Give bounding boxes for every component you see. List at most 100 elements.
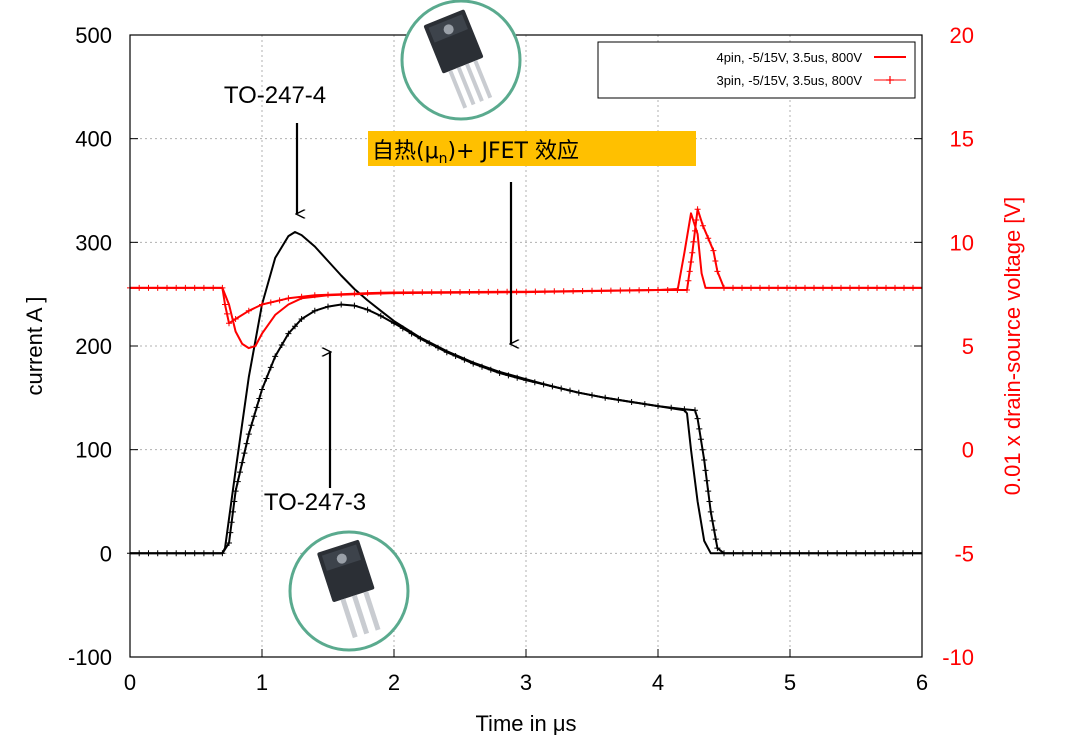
marker-plus bbox=[674, 287, 681, 293]
y2-tick-label-15: 15 bbox=[950, 127, 974, 152]
marker-plus bbox=[843, 550, 850, 557]
marker-plus bbox=[730, 550, 737, 557]
x-tick-label-1: 1 bbox=[256, 670, 268, 695]
marker-plus bbox=[853, 550, 859, 557]
marker-plus bbox=[351, 290, 358, 297]
current-3pin-line-markers bbox=[127, 301, 916, 557]
marker-plus bbox=[694, 415, 701, 422]
y-axis-right-title: 0.01 x drain-source voltage [V] bbox=[1000, 197, 1025, 495]
marker-plus bbox=[399, 325, 406, 332]
label-to-247-3: TO-247-3 bbox=[264, 489, 366, 516]
marker-plus bbox=[706, 498, 713, 505]
marker-plus bbox=[228, 519, 235, 526]
marker-plus bbox=[232, 488, 239, 495]
marker-plus bbox=[757, 284, 763, 291]
marker-plus bbox=[237, 469, 243, 476]
x-tick-label-6: 6 bbox=[916, 670, 928, 695]
marker-plus bbox=[690, 238, 697, 245]
marker-plus bbox=[602, 394, 609, 401]
package-body-bottom bbox=[317, 539, 381, 639]
marker-plus bbox=[551, 288, 558, 295]
marker-plus bbox=[693, 217, 700, 223]
marker-plus bbox=[409, 289, 416, 296]
marker-plus bbox=[549, 383, 556, 390]
marker-plus bbox=[655, 403, 661, 410]
marker-plus bbox=[200, 550, 207, 557]
marker-plus bbox=[164, 284, 170, 291]
marker-plus bbox=[766, 284, 772, 291]
marker-plus bbox=[461, 356, 468, 363]
marker-plus bbox=[239, 459, 246, 466]
marker-plus bbox=[636, 287, 643, 294]
marker-plus bbox=[883, 284, 889, 291]
marker-plus bbox=[364, 306, 371, 313]
marker-plus bbox=[173, 550, 180, 557]
marker-plus bbox=[532, 288, 539, 295]
marker-plus bbox=[881, 550, 888, 557]
marker-plus bbox=[694, 206, 701, 213]
marker-plus bbox=[505, 372, 512, 379]
marker-plus bbox=[200, 284, 207, 291]
marker-plus bbox=[256, 395, 263, 402]
y-tick-label--100: -100 bbox=[68, 645, 112, 670]
marker-plus bbox=[705, 235, 712, 242]
y2-tick-label-0: 0 bbox=[962, 438, 974, 463]
marker-plus bbox=[452, 353, 459, 359]
marker-plus bbox=[479, 363, 485, 370]
marker-plus bbox=[541, 288, 548, 295]
marker-plus bbox=[748, 284, 754, 291]
marker-plus bbox=[575, 389, 582, 396]
marker-plus bbox=[862, 550, 869, 557]
marker-plus bbox=[714, 268, 721, 275]
marker-plus bbox=[847, 284, 853, 291]
marker-plus bbox=[485, 288, 492, 295]
marker-plus bbox=[820, 284, 826, 291]
marker-plus bbox=[793, 284, 799, 291]
marker-plus bbox=[438, 289, 445, 296]
callout-suffix: )+ JFET 效应 bbox=[447, 139, 579, 164]
marker-plus bbox=[865, 284, 871, 291]
marker-plus bbox=[191, 550, 198, 557]
marker-plus bbox=[703, 477, 710, 484]
marker-plus bbox=[815, 550, 822, 557]
marker-plus bbox=[811, 284, 817, 291]
legend-swatch-3pin-plus bbox=[886, 76, 894, 84]
y2-tick-label--5: -5 bbox=[954, 541, 974, 566]
marker-plus bbox=[702, 467, 709, 474]
marker-plus bbox=[784, 284, 790, 291]
marker-plus bbox=[496, 370, 503, 376]
marker-plus bbox=[364, 290, 371, 297]
y2-tick-label-20: 20 bbox=[950, 23, 974, 48]
marker-plus bbox=[154, 550, 161, 557]
marker-plus bbox=[615, 396, 622, 403]
marker-plus bbox=[248, 422, 255, 429]
marker-plus bbox=[626, 287, 633, 294]
marker-plus bbox=[890, 550, 897, 557]
legend-label-4pin: 4pin, -5/15V, 3.5us, 800V bbox=[716, 50, 862, 65]
voltage-3pin-line-markers bbox=[127, 206, 916, 327]
x-tick-label-3: 3 bbox=[520, 670, 532, 695]
marker-plus bbox=[285, 330, 292, 337]
package-body-top bbox=[423, 9, 493, 109]
y-tick-label-500: 500 bbox=[75, 23, 112, 48]
marker-plus bbox=[607, 287, 614, 294]
x-axis-title: Time in μs bbox=[475, 711, 576, 736]
marker-plus bbox=[871, 550, 878, 557]
marker-plus bbox=[154, 284, 161, 291]
marker-plus bbox=[210, 284, 217, 291]
legend-swatch-3pin bbox=[874, 76, 906, 84]
marker-plus bbox=[523, 377, 529, 384]
marker-plus bbox=[696, 425, 703, 432]
marker-plus bbox=[711, 527, 718, 533]
marker-plus bbox=[267, 299, 274, 306]
x-tick-label-0: 0 bbox=[124, 670, 136, 695]
marker-plus bbox=[470, 360, 477, 367]
marker-plus bbox=[655, 287, 661, 293]
marker-plus bbox=[272, 353, 279, 360]
marker-plus bbox=[664, 287, 671, 293]
y-tick-label-300: 300 bbox=[75, 230, 112, 255]
marker-plus bbox=[226, 320, 232, 327]
marker-plus bbox=[701, 457, 708, 463]
marker-plus bbox=[226, 540, 232, 546]
